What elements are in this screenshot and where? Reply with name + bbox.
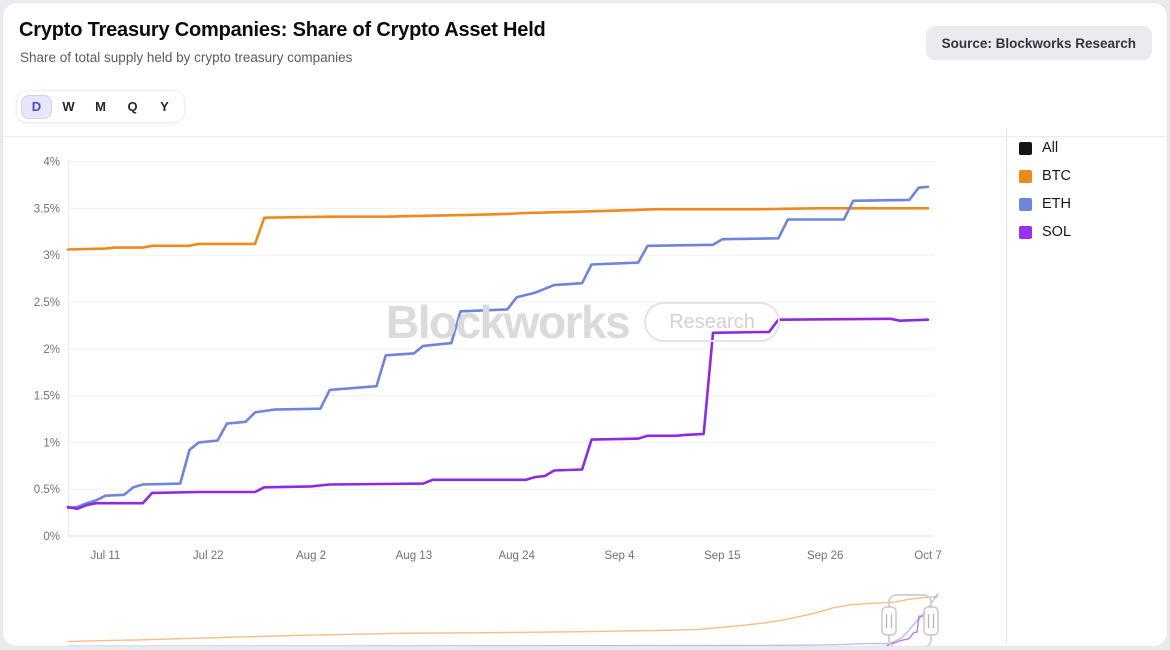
y-axis-label: 0% [43, 531, 60, 543]
navigator-handle-left[interactable] [881, 606, 897, 636]
legend-item-btc[interactable]: BTC [1019, 168, 1071, 184]
legend-label: ETH [1042, 196, 1071, 212]
series-line-eth [66, 185, 930, 510]
legend-item-eth[interactable]: ETH [1019, 196, 1071, 212]
y-axis-label: 2.5% [34, 297, 60, 309]
x-axis: Jul 11 Jul 22 Aug 2 Aug 13 Aug 24 Sep 4 Sep 15… [90, 550, 941, 562]
legend-swatch-sol [1019, 225, 1032, 239]
navigator-handle-right[interactable] [923, 606, 939, 636]
period-button-m[interactable]: M [85, 95, 116, 119]
page-title: Crypto Treasury Companies: Share of Cryp… [19, 19, 546, 41]
legend-swatch-all [1019, 141, 1032, 155]
chart-canvas[interactable]: 0% 0.5% 1% 1.5% 2% 2.5% 3% 3.5% 4% Jul 11 Jul 22 Au… [3, 3, 1168, 647]
legend-item-sol[interactable]: SOL [1019, 224, 1071, 240]
period-button-q[interactable]: Q [117, 95, 148, 119]
x-axis-label: Sep 26 [807, 550, 843, 562]
y-axis-label: 3% [43, 250, 60, 262]
x-axis-label: Aug 2 [296, 550, 326, 562]
y-axis-label: 0.5% [34, 484, 60, 496]
legend-label: SOL [1042, 224, 1072, 240]
source-badge: Source: Blockworks Research [925, 26, 1152, 60]
navigator[interactable] [67, 592, 939, 647]
legend: All BTC ETH SOL [1019, 140, 1071, 240]
x-axis-label: Sep 15 [704, 550, 740, 562]
x-axis-label: Jul 11 [90, 550, 120, 562]
y-axis-label: 1.5% [34, 391, 60, 403]
y-axis-label: 3.5% [34, 203, 60, 215]
period-button-y[interactable]: Y [149, 95, 180, 119]
x-axis-label: Jul 22 [193, 550, 224, 562]
y-axis-label: 4% [43, 157, 60, 169]
navigator-line-sol [862, 613, 939, 646]
y-axis-label: 1% [43, 437, 60, 449]
x-axis-label: Oct 7 [914, 550, 941, 562]
navigator-line-btc [67, 596, 939, 643]
legend-item-all[interactable]: All [1019, 140, 1071, 156]
x-axis-label: Aug 24 [498, 550, 535, 562]
x-axis-label: Aug 13 [396, 550, 432, 562]
legend-swatch-btc [1019, 169, 1032, 183]
series-line-sol [66, 317, 930, 511]
legend-swatch-eth [1019, 197, 1032, 211]
legend-label: All [1042, 140, 1059, 156]
header-divider [3, 136, 1167, 137]
period-button-d[interactable]: D [21, 94, 52, 119]
y-axis-label: 2% [43, 344, 60, 356]
x-axis-label: Sep 4 [604, 550, 635, 562]
period-button-w[interactable]: W [53, 95, 84, 119]
legend-divider [1006, 128, 1007, 644]
grid: 0% 0.5% 1% 1.5% 2% 2.5% 3% 3.5% 4% [34, 157, 935, 543]
legend-label: BTC [1042, 168, 1071, 184]
page-subtitle: Share of total supply held by crypto tre… [20, 50, 353, 65]
series-line-btc [66, 207, 930, 251]
